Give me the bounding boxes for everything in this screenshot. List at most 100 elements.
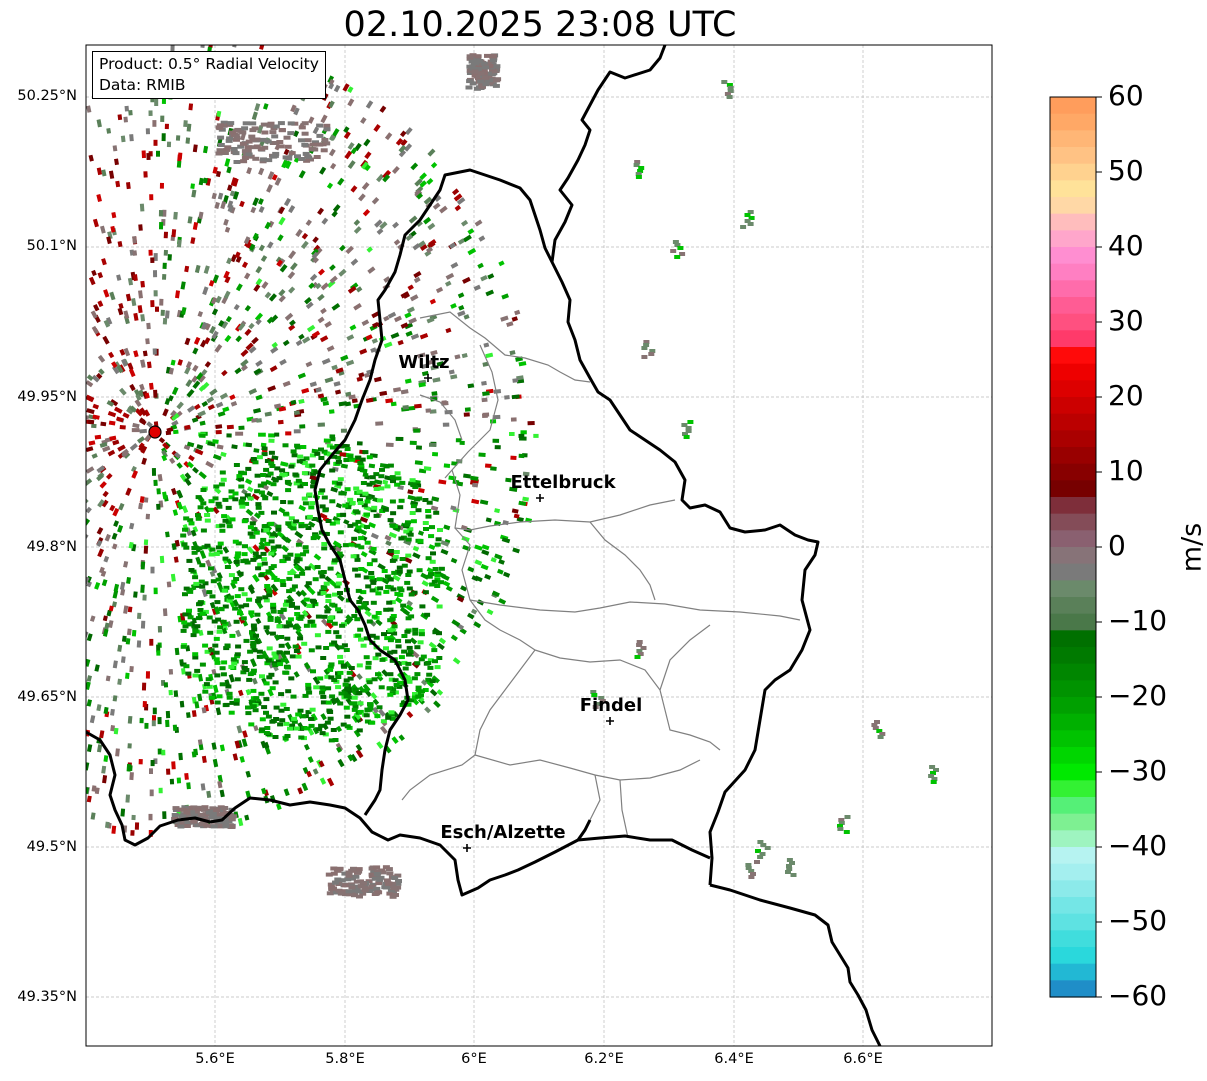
- city-label-wiltz: Wiltz: [398, 352, 449, 373]
- lon-tick: 6°E: [461, 1051, 487, 1067]
- colorbar-band: [1050, 780, 1096, 798]
- colorbar-band: [1050, 580, 1096, 598]
- map-frame: [85, 44, 993, 1047]
- radar-site-marker[interactable]: [148, 425, 162, 439]
- colorbar-band: [1050, 197, 1096, 215]
- colorbar-band: [1050, 97, 1096, 115]
- lon-tick: 6.6°E: [843, 1051, 883, 1067]
- lat-tick: 50.1°N: [26, 238, 77, 254]
- colorbar-band: [1050, 747, 1096, 765]
- colorbar-band: [1050, 113, 1096, 131]
- city-marker: [424, 374, 432, 382]
- colorbar-label: m/s: [1176, 522, 1207, 573]
- colorbar-tick: −50: [1108, 904, 1168, 937]
- lon-tick: 6.4°E: [714, 1051, 754, 1067]
- colorbar-tick: −40: [1108, 829, 1168, 862]
- canton-boundaries: [401, 311, 801, 841]
- colorbar-band: [1050, 230, 1096, 248]
- colorbar-band: [1050, 630, 1096, 648]
- colorbar-band: [1050, 830, 1096, 848]
- colorbar-band: [1050, 730, 1096, 748]
- city-marker: [536, 494, 544, 502]
- colorbar-band: [1050, 463, 1096, 481]
- data-source-text: Data: RMIB: [99, 76, 186, 94]
- velocity-echoes: [86, 45, 939, 899]
- colorbar-band: [1050, 847, 1096, 865]
- colorbar-band: [1050, 430, 1096, 448]
- colorbar-band: [1050, 413, 1096, 431]
- colorbar-tick: −30: [1108, 754, 1168, 787]
- colorbar-band: [1050, 297, 1096, 315]
- colorbar-band: [1050, 713, 1096, 731]
- colorbar-band: [1050, 613, 1096, 631]
- colorbar-band: [1050, 280, 1096, 298]
- lat-tick: 49.5°N: [26, 839, 77, 855]
- colorbar-band: [1050, 380, 1096, 398]
- colorbar-band: [1050, 397, 1096, 415]
- colorbar-band: [1050, 247, 1096, 265]
- colorbar-band: [1050, 597, 1096, 615]
- colorbar-band: [1050, 947, 1096, 965]
- colorbar-band: [1050, 163, 1096, 181]
- lon-tick: 6.2°E: [584, 1051, 624, 1067]
- product-info-box: Product: 0.5° Radial Velocity Data: RMIB: [92, 51, 326, 99]
- colorbar-band: [1050, 130, 1096, 148]
- colorbar-tick: −10: [1108, 604, 1168, 637]
- colorbar-band: [1050, 497, 1096, 515]
- colorbar-tick: 20: [1108, 379, 1144, 412]
- colorbar-band: [1050, 363, 1096, 381]
- colorbar-band: [1050, 563, 1096, 581]
- lat-tick: 49.95°N: [17, 389, 77, 405]
- colorbar-band: [1050, 763, 1096, 781]
- colorbar-band: [1050, 797, 1096, 815]
- city-marker: [463, 844, 471, 852]
- colorbar-tick: 50: [1108, 154, 1144, 187]
- lat-tick: 50.25°N: [17, 88, 77, 104]
- colorbar-band: [1050, 897, 1096, 915]
- colorbar-tick: 30: [1108, 304, 1144, 337]
- lat-tick: 49.8°N: [26, 539, 77, 555]
- colorbar-band: [1050, 980, 1096, 998]
- colorbar-band: [1050, 213, 1096, 231]
- colorbar-band: [1050, 880, 1096, 898]
- colorbar-band: [1050, 547, 1096, 565]
- colorbar-band: [1050, 347, 1096, 365]
- colorbar-band: [1050, 180, 1096, 198]
- product-text: Product: 0.5° Radial Velocity: [99, 55, 319, 73]
- city-label-esch-alzette: Esch/Alzette: [440, 822, 565, 843]
- colorbar-band: [1050, 530, 1096, 548]
- colorbar-band: [1050, 913, 1096, 931]
- colorbar-tick: 60: [1108, 79, 1144, 112]
- figure-title: 02.10.2025 23:08 UTC: [343, 5, 737, 45]
- colorbar-tick: 40: [1108, 229, 1144, 262]
- lon-tick: 5.6°E: [195, 1051, 235, 1067]
- colorbar-band: [1050, 513, 1096, 531]
- colorbar-band: [1050, 680, 1096, 698]
- colorbar-tick: −60: [1108, 979, 1168, 1012]
- city-label-findel: Findel: [580, 695, 643, 716]
- country-borders: [86, 45, 882, 1046]
- colorbar-band: [1050, 647, 1096, 665]
- city-marker: [606, 717, 614, 725]
- colorbar-band: [1050, 863, 1096, 881]
- colorbar-band: [1050, 447, 1096, 465]
- city-markers: [424, 374, 614, 852]
- colorbar-band: [1050, 813, 1096, 831]
- colorbar-band: [1050, 263, 1096, 281]
- colorbar: [1049, 96, 1102, 998]
- colorbar-tick: −20: [1108, 679, 1168, 712]
- colorbar-band: [1050, 147, 1096, 165]
- lon-tick: 5.8°E: [325, 1051, 365, 1067]
- lat-tick: 49.65°N: [17, 689, 77, 705]
- colorbar-band: [1050, 330, 1096, 348]
- city-label-ettelbruck: Ettelbruck: [510, 472, 616, 493]
- lat-tick: 49.35°N: [17, 989, 77, 1005]
- colorbar-band: [1050, 313, 1096, 331]
- colorbar-tick: 10: [1108, 454, 1144, 487]
- colorbar-band: [1050, 930, 1096, 948]
- colorbar-tick: 0: [1108, 529, 1126, 562]
- colorbar-band: [1050, 963, 1096, 981]
- colorbar-band: [1050, 480, 1096, 498]
- colorbar-band: [1050, 697, 1096, 715]
